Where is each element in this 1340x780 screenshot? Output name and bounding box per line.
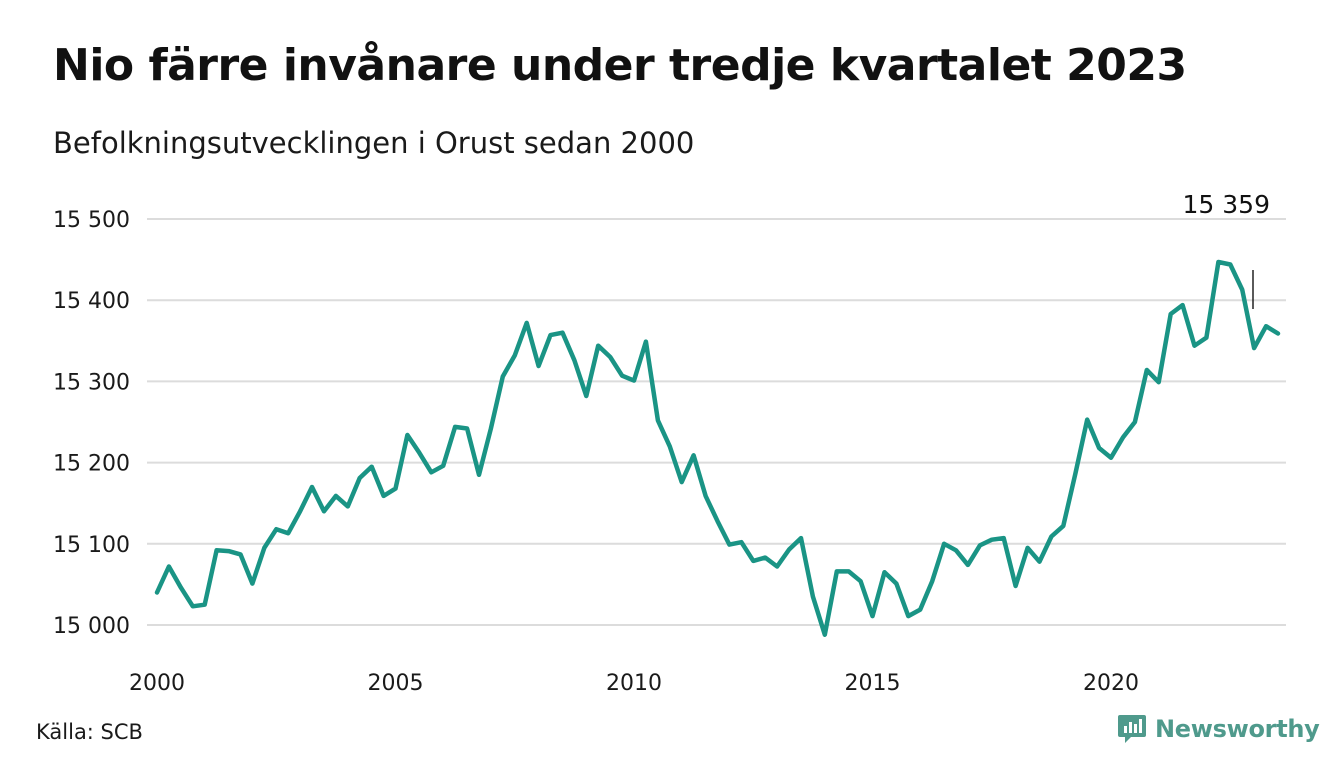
x-tick-label: 2015 bbox=[845, 671, 901, 696]
x-tick-label: 2000 bbox=[129, 671, 185, 696]
y-axis-ticks: 15 000 15 100 15 200 15 300 15 400 15 500 bbox=[53, 208, 130, 639]
y-tick-label: 15 300 bbox=[53, 370, 130, 395]
newsworthy-logo: Newsworthy bbox=[1117, 713, 1320, 745]
last-value-annotation: 15 359 bbox=[1183, 190, 1270, 309]
x-tick-label: 2010 bbox=[606, 671, 662, 696]
y-tick-label: 15 100 bbox=[53, 533, 130, 558]
series-line bbox=[154, 259, 1281, 637]
y-tick-label: 15 200 bbox=[53, 452, 130, 477]
y-tick-label: 15 500 bbox=[53, 208, 130, 233]
x-axis-ticks: 2000 2005 2010 2015 2020 bbox=[129, 671, 1139, 696]
x-tick-label: 2005 bbox=[368, 671, 424, 696]
gridlines bbox=[147, 218, 1286, 626]
x-tick-label: 2020 bbox=[1083, 671, 1139, 696]
y-tick-label: 15 400 bbox=[53, 289, 130, 314]
population-series bbox=[154, 259, 1281, 637]
newsworthy-logo-icon bbox=[1118, 715, 1146, 743]
source-note: Källa: SCB bbox=[36, 720, 143, 744]
newsworthy-logo-text: Newsworthy bbox=[1155, 715, 1320, 743]
last-value-label: 15 359 bbox=[1183, 190, 1270, 219]
y-tick-label: 15 000 bbox=[53, 614, 130, 639]
chart-title: Nio färre invånare under tredje kvartale… bbox=[53, 40, 1187, 91]
chart-subtitle: Befolkningsutvecklingen i Orust sedan 20… bbox=[53, 126, 695, 160]
